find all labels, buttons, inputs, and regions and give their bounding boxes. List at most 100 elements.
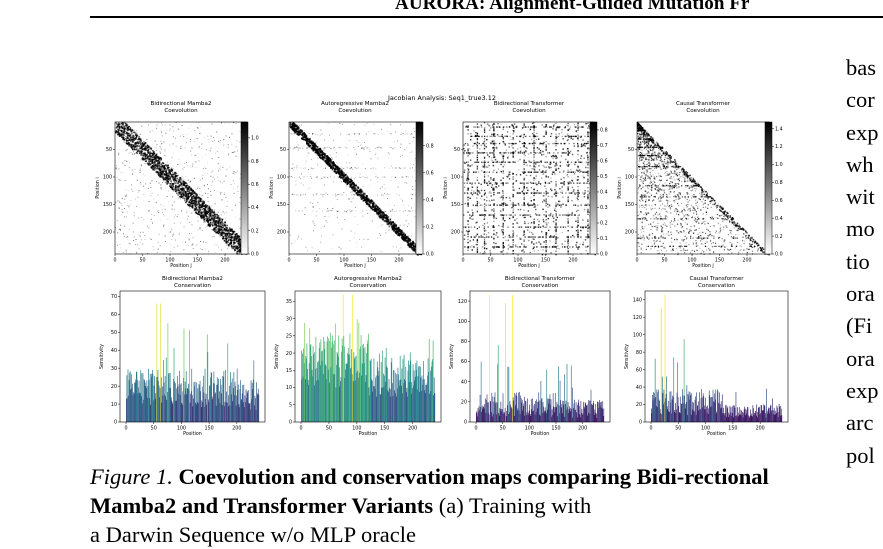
heatmap-cell	[165, 209, 166, 210]
heatmap-cell	[477, 143, 478, 144]
heatmap-cell	[118, 179, 119, 180]
heatmap-cell	[117, 220, 118, 221]
heatmap-cell	[384, 184, 385, 185]
heatmap-cell	[137, 150, 139, 152]
heatmap-cell	[212, 124, 213, 125]
heatmap-cell	[493, 129, 494, 130]
heatmap-cell	[148, 124, 149, 125]
heatmap-cell	[381, 172, 382, 173]
heatmap-cell	[359, 133, 360, 134]
heatmap-cell	[173, 235, 174, 236]
heatmap-cell	[355, 177, 356, 178]
heatmap-cell	[324, 148, 325, 149]
heatmap-cell	[311, 178, 312, 179]
heatmap-cell	[482, 152, 483, 153]
heatmap-cell	[173, 125, 174, 126]
heatmap-cell	[575, 126, 576, 127]
colorbar	[241, 122, 248, 254]
heatmap-cell	[564, 152, 565, 153]
heatmap-cell	[334, 150, 335, 151]
heatmap-cell	[195, 161, 196, 162]
heatmap-cell	[208, 224, 209, 225]
heatmap-cell	[496, 162, 497, 163]
heatmap-cell	[194, 178, 195, 179]
heatmap-cell	[294, 129, 296, 131]
heatmap-cell	[348, 198, 349, 199]
heatmap-cell	[175, 185, 177, 187]
heatmap-cell	[557, 152, 558, 153]
heatmap-cell	[523, 126, 524, 127]
heatmap-cell	[176, 146, 177, 147]
heatmap-cell	[342, 175, 344, 177]
heatmap-cell	[214, 179, 215, 180]
heatmap-cell	[174, 201, 175, 202]
heatmap-cell	[537, 172, 538, 173]
heatmap-cell	[221, 225, 222, 226]
heatmap-cell	[178, 190, 180, 192]
heatmap-cell	[347, 210, 348, 211]
heatmap-cell	[221, 122, 222, 123]
heatmap-cell	[467, 204, 468, 205]
heatmap-cell	[357, 133, 358, 134]
heatmap-cell	[144, 154, 145, 155]
heatmap-cell	[229, 124, 230, 125]
heatmap-cell	[215, 252, 216, 253]
heatmap-cell	[299, 177, 300, 178]
heatmap-cell	[163, 226, 164, 227]
heatmap-cell	[182, 198, 184, 200]
heatmap-cell	[547, 162, 548, 163]
heatmap-cell	[493, 178, 494, 179]
heatmap-cell	[117, 134, 119, 136]
figure-canvas: Jacobian Analysis: Seq1_true3.12 Bidirec…	[90, 88, 810, 443]
heatmap-cell	[175, 191, 177, 193]
heatmap-cell	[396, 247, 397, 248]
heatmap-cell	[220, 181, 221, 182]
heatmap-cell	[234, 174, 235, 175]
heatmap-cell	[390, 180, 391, 181]
heatmap-cell	[186, 194, 188, 196]
heatmap-cell	[192, 244, 193, 245]
heatmap-cell	[372, 203, 374, 205]
heatmap-cell	[165, 182, 167, 184]
heatmap-cell	[307, 152, 308, 153]
heatmap-cell	[410, 168, 411, 169]
heatmap-cell	[119, 244, 120, 245]
heatmap-cell	[124, 130, 126, 132]
heatmap-cell	[405, 236, 407, 238]
heatmap-cell	[406, 176, 407, 177]
heatmap-cell	[401, 199, 402, 200]
heatmap-cell	[323, 168, 324, 169]
heatmap-cell	[120, 247, 121, 248]
heatmap-cell	[402, 155, 403, 156]
heatmap-cell	[203, 201, 205, 203]
heatmap-cell	[149, 145, 150, 146]
heatmap-cell	[352, 169, 353, 170]
heatmap-cell	[389, 225, 390, 226]
heatmap-cell	[153, 167, 154, 168]
heatmap-cell	[189, 191, 190, 192]
heatmap-cell	[394, 141, 395, 142]
heatmap-cell	[118, 124, 120, 126]
heatmap-cell	[211, 172, 212, 173]
heatmap-cell	[132, 126, 133, 127]
heatmap-cell	[382, 212, 384, 214]
heatmap-cell	[186, 185, 188, 187]
heatmap-cell	[484, 174, 485, 175]
heatmap-cell	[214, 190, 215, 191]
heatmap-cell	[175, 214, 176, 215]
heatmap-cell	[553, 152, 554, 153]
heatmap-cell	[193, 198, 195, 200]
heatmap-cell	[329, 165, 331, 167]
heatmap-cell	[315, 134, 316, 135]
heatmap-cell	[192, 203, 193, 204]
heatmap-cell	[199, 160, 200, 161]
heatmap-cell	[210, 191, 211, 192]
heatmap-cell	[226, 212, 227, 213]
heatmap-cell	[171, 182, 173, 184]
heatmap-cell	[354, 167, 355, 168]
heatmap-cell	[156, 154, 158, 156]
heatmap-cell	[365, 202, 367, 204]
heatmap-cell	[347, 182, 349, 184]
heatmap-cell	[174, 247, 175, 248]
heatmap-cell	[222, 236, 223, 237]
